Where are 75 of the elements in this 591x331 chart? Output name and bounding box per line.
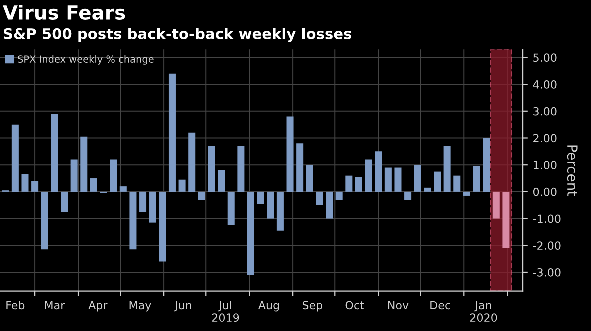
bar [208,146,216,192]
x-tick-label: Nov [388,301,409,310]
bar [12,124,19,192]
bar [267,192,274,219]
x-tick-label: May [130,301,152,312]
bar [60,192,68,212]
bar [238,146,245,192]
bar [502,192,510,248]
x-tick-label: Jun [174,301,192,312]
y-tick-label: -1.00 [533,214,561,224]
bar [188,132,196,192]
y-tick-label: 2.00 [534,134,557,143]
y-tick-label: 5.00 [534,54,557,62]
bar [168,74,176,192]
chart-title: Virus Fears [3,4,126,20]
bar [316,192,324,206]
bar [70,160,78,192]
bar [51,114,58,192]
bar [159,192,166,262]
y-axis-title: Percent [567,146,578,196]
bar [384,168,392,192]
x-tick-label: Apr [88,301,108,312]
bar [306,165,314,192]
bar [355,177,362,192]
bar [463,192,470,196]
x-tick-label: Oct [346,301,364,310]
bar [257,192,264,204]
bar [247,192,255,276]
y-tick-label: -2.00 [533,242,561,250]
y-tick-label: 4.00 [533,80,557,89]
x-tick-label: Jul 2019 [212,301,240,322]
y-tick-label: 1.00 [534,161,557,170]
bar [326,192,334,219]
bar [22,174,29,192]
bar [130,192,137,250]
bar [492,192,500,219]
bar [365,160,372,192]
bar [404,192,412,200]
bar [228,192,235,226]
y-tick-label: -3.00 [533,268,561,277]
bar [473,166,480,192]
bar [296,144,304,192]
x-tick-label: Feb [6,301,25,310]
chart-subtitle: S&P 500 posts back-to-back weekly losses [4,28,352,42]
bar [336,192,343,200]
x-tick-label: Sep [302,301,323,312]
bar [454,176,461,192]
x-tick-label: Jan 2020 [470,301,498,322]
bar [218,170,226,192]
y-tick-label: 0.00 [533,188,557,196]
x-tick-label: Mar [45,301,66,310]
bar [90,178,98,192]
bar [80,136,88,192]
legend-label: SPX Index weekly % change [18,55,154,65]
bar [434,172,442,192]
bar [444,146,451,192]
bar [41,192,48,250]
bar [198,192,206,200]
x-tick-label: Dec [430,301,450,310]
bar [483,138,490,192]
bar [32,181,39,192]
bar [394,168,402,192]
bar [424,188,432,192]
bar [140,192,147,212]
x-tick-label: Aug [258,301,280,312]
bar [375,152,382,192]
bar [149,192,156,223]
bar [276,192,284,231]
bar [178,180,186,192]
y-tick-label: 3.00 [534,107,557,116]
bar [110,160,118,192]
bar [346,176,353,192]
bar [286,116,294,192]
bar [414,165,422,192]
bar [120,186,127,192]
